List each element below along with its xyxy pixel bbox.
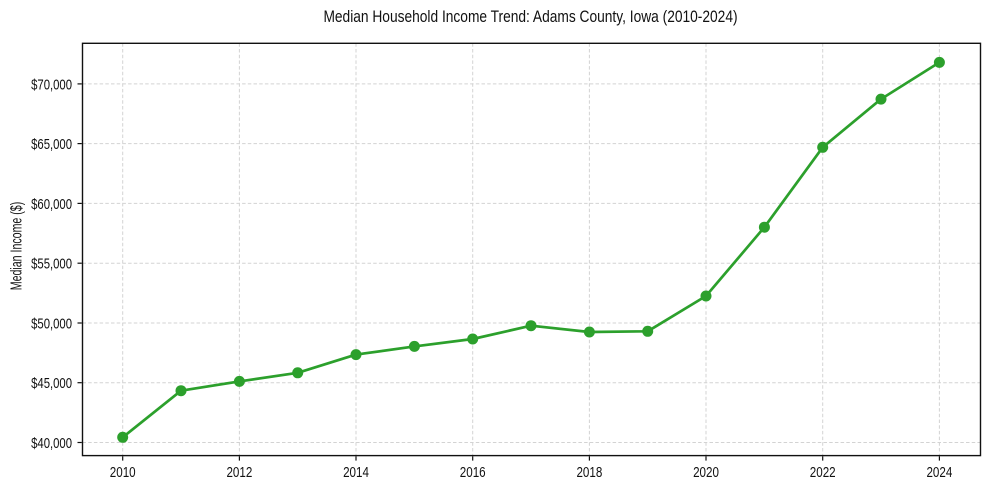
svg-text:$45,000: $45,000 <box>31 375 72 392</box>
svg-text:Median Household Income Trend:: Median Household Income Trend: Adams Cou… <box>323 8 737 26</box>
svg-text:$60,000: $60,000 <box>31 195 72 212</box>
svg-text:2014: 2014 <box>343 463 369 480</box>
svg-text:2024: 2024 <box>926 463 952 480</box>
svg-text:2022: 2022 <box>810 463 836 480</box>
svg-text:$55,000: $55,000 <box>31 255 72 272</box>
svg-text:2010: 2010 <box>110 463 136 480</box>
svg-text:2020: 2020 <box>693 463 719 480</box>
svg-text:2012: 2012 <box>226 463 252 480</box>
svg-text:$65,000: $65,000 <box>31 136 72 153</box>
svg-text:$70,000: $70,000 <box>31 76 72 93</box>
svg-text:Median Income ($): Median Income ($) <box>8 202 26 290</box>
svg-text:$40,000: $40,000 <box>31 434 72 451</box>
svg-text:$50,000: $50,000 <box>31 315 72 332</box>
svg-text:2018: 2018 <box>576 463 602 480</box>
svg-text:2016: 2016 <box>460 463 486 480</box>
